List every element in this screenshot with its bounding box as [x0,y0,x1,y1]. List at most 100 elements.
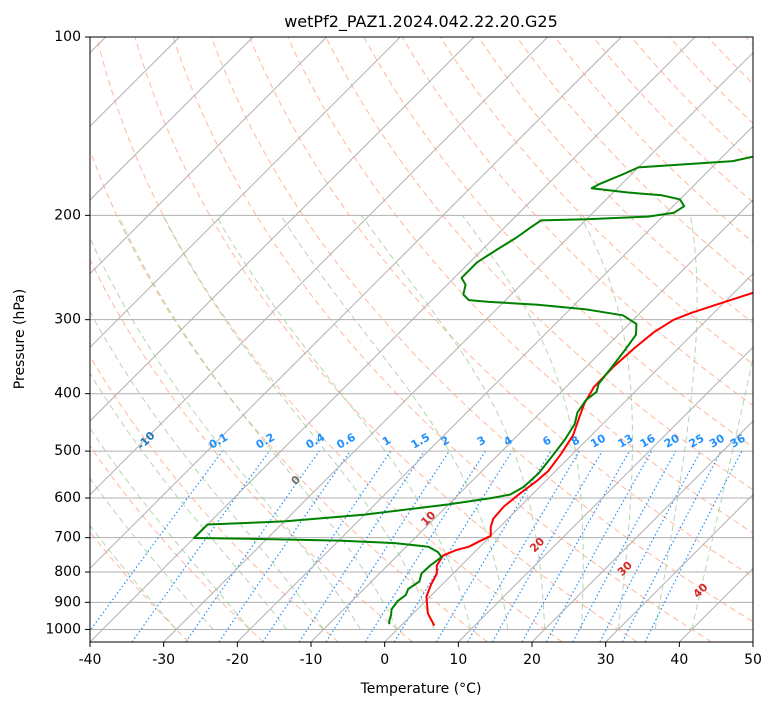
mixing-ratio-label: 6 [540,433,553,448]
isotherm-line [384,272,753,642]
dry-adiabat-line [287,37,753,534]
moist-adiabats [90,215,753,630]
moist-adiabat-line [462,215,584,630]
dry-adiabats [90,37,753,642]
mixing-ratio-label: 0.2 [254,431,277,452]
dry-adiabat-line [516,37,753,284]
mixing-ratio-line [521,450,631,642]
x-tick-label: 20 [523,652,541,668]
x-tick-label: -30 [152,652,175,668]
isotherm-line [531,420,753,642]
x-tick-label: -40 [79,652,102,668]
dry-adiabat-line [669,37,753,124]
mixing-ratio-line [572,450,677,642]
moist-adiabat-line [90,236,361,630]
mixing-ratio-label: 20 [662,431,682,450]
y-axis-label: Pressure (hPa) [12,289,28,389]
dry-adiabat-line [592,37,753,203]
isotherm-line [90,37,328,275]
isotherm-line [457,346,753,642]
mixing-ratio-label: 10 [588,431,608,450]
isotherm-line [678,567,753,642]
mixing-ratio-lines [90,450,743,642]
mixing-ratio-line [466,450,580,642]
moist-adiabat-line [579,215,633,630]
x-tick-label: -10 [300,652,323,668]
isotherm-line [163,51,753,642]
mixing-ratio-line [491,450,603,642]
moist-adiabat-line [162,215,435,630]
isotherm-line [90,37,622,570]
moist-adiabat-line [117,215,398,630]
mixing-ratio-line [435,450,552,642]
plot-frame [89,36,754,643]
dry-adiabat-line [401,37,753,406]
moist-adiabat-line [691,354,753,630]
moist-adiabat-label: 10 [418,508,438,528]
moist-adiabat-line [90,477,214,630]
moist-adiabat-line [215,215,472,630]
plot-area: -100-90-80-70-60-50-40-30-20-100.10.20.4… [90,37,753,642]
dry-adiabat-line [478,37,753,324]
mixing-ratio-label: 4 [501,433,514,448]
mixing-ratio-line [218,450,351,642]
moist-adiabat-line [280,215,509,630]
y-tick-label: 300 [54,312,81,328]
dry-adiabat-line [96,37,563,642]
mixing-ratio-line [325,450,450,642]
isotherm-line [310,199,753,642]
moist-adiabat-line [90,310,324,630]
dry-adiabat-line [210,37,753,623]
dry-adiabat-line [630,37,753,164]
x-tick-label: 0 [380,652,389,668]
x-tick-label: 50 [744,652,762,668]
chart-title: wetPf2_PAZ1.2024.042.22.20.G25 [284,12,558,32]
dewpoint-profile-line [193,155,753,625]
mixing-ratio-label: 3 [475,434,488,449]
dry-adiabat-line [325,37,753,491]
isotherm-line [90,37,549,496]
mixing-ratio-line [131,450,270,642]
isotherm-line [752,641,753,642]
dry-adiabat-line [745,37,753,46]
temperature-profile-line [425,291,753,627]
mixing-ratio-label: 16 [638,431,658,450]
dry-adiabat-line [90,355,339,642]
x-tick-label: -20 [226,652,249,668]
dry-adiabat-line [554,37,753,243]
mixing-ratio-line [262,450,392,642]
dry-adiabat-line [90,531,190,642]
isotherm-line [236,125,753,642]
x-tick-label: 40 [670,652,688,668]
mixing-ratio-label: 25 [687,432,707,451]
mixing-ratio-label: 2 [439,434,452,449]
dry-adiabat-line [134,37,638,642]
isotherm-line [90,37,254,201]
mixing-ratio-line [599,450,702,642]
x-tick-label: 10 [449,652,467,668]
isotherm-gridlines [90,37,753,642]
dry-adiabat-line [90,258,414,642]
dry-adiabat-line [363,37,753,448]
mixing-ratio-line [185,450,320,642]
mixing-ratio-label: 30 [707,431,727,450]
moist-adiabat-line [90,427,251,630]
y-tick-label: 100 [54,29,81,45]
y-tick-label: 700 [54,530,81,546]
profile-series [193,155,753,627]
moist-adiabat-line [361,215,546,630]
moist-adiabat-label: 40 [691,580,711,600]
y-tick-label: 1000 [45,621,81,637]
dry-adiabat-line [707,37,753,85]
mixing-ratio-line [90,450,223,632]
x-axis-label: Temperature (°C) [360,681,482,697]
y-tick-label: 500 [54,443,81,459]
x-tick-label: 30 [597,652,615,668]
dry-adiabat-line [172,37,712,642]
dry-adiabat-line [90,445,264,642]
mixing-ratio-label: 0.6 [334,430,358,451]
dry-adiabat-line [90,148,488,642]
mixing-ratio-label: 1.5 [409,431,432,452]
x-axis-ticks: -40 -30 -20 -10 0 10 20 30 40 50 [79,642,762,668]
